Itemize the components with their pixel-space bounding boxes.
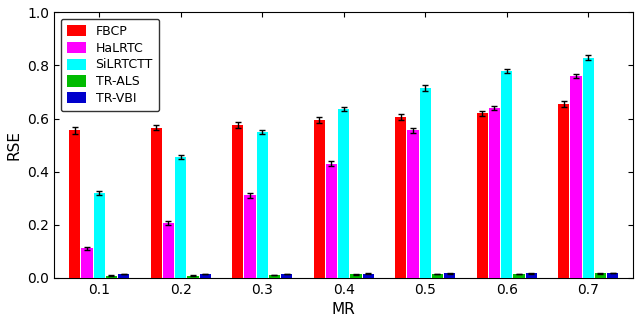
Bar bbox=[163, 223, 174, 278]
Bar bbox=[269, 275, 280, 278]
Bar bbox=[395, 117, 406, 278]
Bar bbox=[350, 274, 362, 278]
Y-axis label: RSE: RSE bbox=[7, 130, 22, 160]
Bar bbox=[81, 249, 93, 278]
Bar bbox=[501, 71, 513, 278]
Bar bbox=[477, 113, 488, 278]
Bar bbox=[558, 104, 570, 278]
Bar bbox=[200, 274, 211, 278]
Bar bbox=[489, 108, 500, 278]
Bar bbox=[118, 274, 129, 278]
Bar bbox=[513, 274, 525, 278]
Bar bbox=[93, 193, 105, 278]
Bar bbox=[188, 275, 198, 278]
Bar bbox=[420, 88, 431, 278]
Bar bbox=[150, 128, 162, 278]
Bar bbox=[595, 273, 606, 278]
Bar bbox=[175, 157, 186, 278]
Bar bbox=[314, 120, 325, 278]
X-axis label: MR: MR bbox=[332, 302, 356, 317]
Bar bbox=[444, 273, 455, 278]
Bar bbox=[244, 195, 255, 278]
Bar bbox=[281, 274, 292, 278]
Bar bbox=[338, 109, 349, 278]
Legend: FBCP, HaLRTC, SiLRTCTT, TR-ALS, TR-VBI: FBCP, HaLRTC, SiLRTCTT, TR-ALS, TR-VBI bbox=[61, 19, 159, 111]
Bar bbox=[326, 164, 337, 278]
Bar bbox=[257, 132, 268, 278]
Bar bbox=[525, 273, 537, 278]
Bar bbox=[607, 273, 618, 278]
Bar bbox=[570, 76, 582, 278]
Bar bbox=[232, 125, 243, 278]
Bar bbox=[408, 131, 419, 278]
Bar bbox=[69, 131, 81, 278]
Bar bbox=[362, 274, 374, 278]
Bar bbox=[582, 58, 594, 278]
Bar bbox=[106, 275, 117, 278]
Bar bbox=[432, 274, 443, 278]
